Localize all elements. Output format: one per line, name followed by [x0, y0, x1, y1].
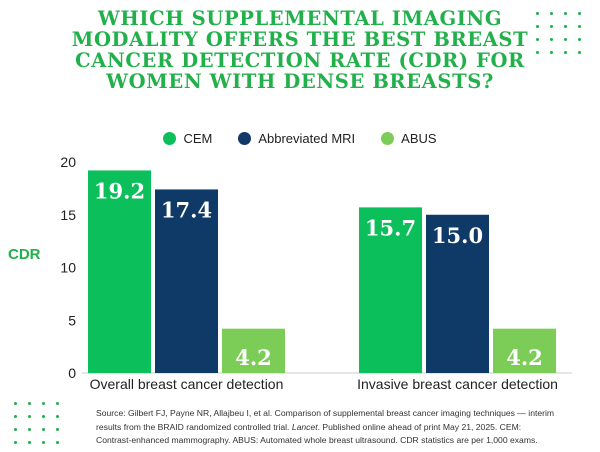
decorative-dot [28, 428, 31, 431]
decorative-dot [28, 441, 31, 444]
legend-swatch-abbreviated-mri [238, 132, 252, 145]
source-text-2: . Published online ahead of print May 21… [96, 421, 538, 446]
bar [359, 207, 422, 373]
chart-legend: CEM Abbreviated MRI ABUS [0, 131, 600, 146]
decorative-dot [536, 25, 539, 28]
decorative-dot [28, 415, 31, 418]
decorative-dot [578, 12, 581, 15]
y-tick-label: 0 [68, 365, 76, 381]
decorative-dot [56, 415, 59, 418]
bar-value-label: 19.2 [94, 178, 145, 203]
decorative-dots-top-right [536, 12, 596, 62]
bar [155, 189, 218, 373]
decorative-dot [536, 38, 539, 41]
x-tick-label: Overall breast cancer detection [90, 376, 284, 392]
decorative-dot [42, 428, 45, 431]
decorative-dot [536, 12, 539, 15]
decorative-dot [550, 38, 553, 41]
legend-item-abbreviated-mri: Abbreviated MRI [238, 131, 355, 146]
decorative-dot [550, 12, 553, 15]
decorative-dot [564, 51, 567, 54]
y-tick-label: 20 [60, 154, 76, 170]
decorative-dot [42, 441, 45, 444]
bar [493, 328, 556, 373]
decorative-dot [578, 25, 581, 28]
decorative-dot [564, 12, 567, 15]
decorative-dot [56, 428, 59, 431]
bar-value-label: 15.0 [432, 223, 483, 248]
source-note: Source: Gilbert FJ, Payne NR, Allajbeu I… [96, 407, 558, 448]
legend-label-cem: CEM [183, 131, 213, 146]
bar [88, 170, 151, 373]
legend-label-abus: ABUS [401, 131, 437, 146]
decorative-dot [578, 51, 581, 54]
chart-title: WHICH SUPPLEMENTAL IMAGING MODALITY OFFE… [71, 7, 529, 93]
decorative-dot [550, 51, 553, 54]
decorative-dot [578, 38, 581, 41]
legend-item-abus: ABUS [381, 131, 437, 146]
bar-value-label: 17.4 [161, 197, 212, 222]
bar-value-label: 4.2 [506, 345, 543, 370]
bar-value-label: 4.2 [235, 345, 272, 370]
decorative-dot [536, 51, 539, 54]
decorative-dot [14, 441, 17, 444]
source-text-1: Source: Gilbert FJ, Payne NR, Allajbeu I… [96, 408, 555, 432]
source-journal: Lancet [291, 421, 318, 432]
decorative-dots-bottom-left [14, 402, 74, 452]
decorative-dot [14, 415, 17, 418]
legend-swatch-abus [381, 132, 395, 145]
x-tick-label: Invasive breast cancer detection [357, 376, 558, 392]
decorative-dot [42, 415, 45, 418]
legend-swatch-cem [163, 132, 177, 145]
decorative-dot [56, 441, 59, 444]
bar [426, 214, 489, 373]
legend-label-abbreviated-mri: Abbreviated MRI [258, 131, 356, 146]
decorative-dot [14, 402, 17, 405]
bar-value-label: 15.7 [365, 215, 416, 240]
y-axis-label: CDR [8, 246, 41, 263]
decorative-dot [564, 25, 567, 28]
decorative-dot [550, 25, 553, 28]
legend-item-cem: CEM [163, 131, 212, 146]
y-tick-label: 10 [60, 260, 76, 276]
y-tick-label: 15 [60, 207, 76, 223]
y-tick-label: 5 [68, 312, 76, 328]
decorative-dot [28, 402, 31, 405]
bar [222, 328, 285, 373]
decorative-dot [42, 402, 45, 405]
decorative-dot [56, 402, 59, 405]
decorative-dot [14, 428, 17, 431]
decorative-dot [564, 38, 567, 41]
